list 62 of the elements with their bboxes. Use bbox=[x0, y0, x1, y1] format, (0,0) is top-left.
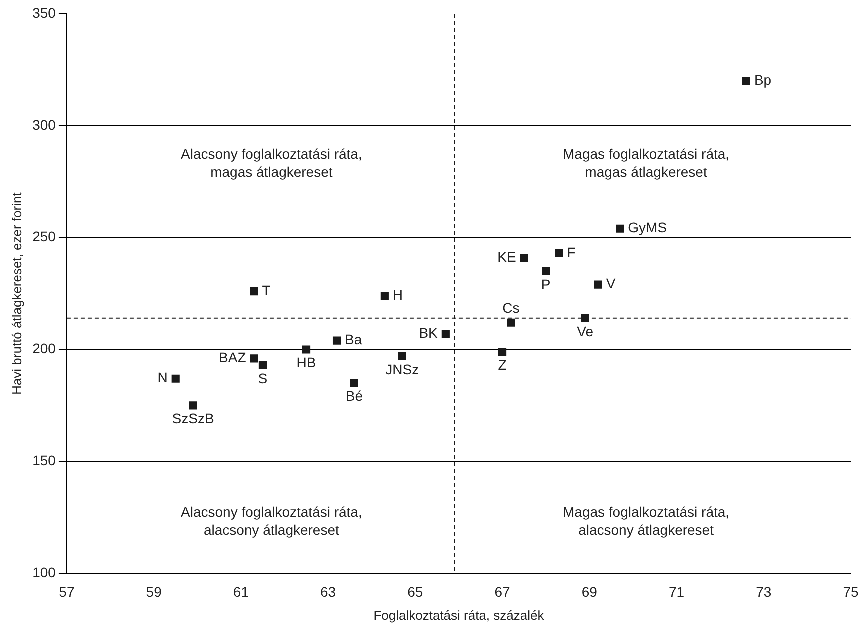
annotation: V bbox=[606, 276, 616, 292]
point bbox=[172, 374, 180, 383]
annotation: Cs bbox=[502, 300, 520, 316]
point bbox=[332, 336, 342, 345]
annotation: S bbox=[258, 370, 268, 386]
point bbox=[189, 402, 198, 410]
point bbox=[616, 224, 624, 233]
y-tick-label: 300 bbox=[32, 116, 56, 133]
point bbox=[742, 77, 750, 86]
x-tick-label: 57 bbox=[59, 584, 75, 600]
point bbox=[350, 379, 358, 388]
annotation: Z bbox=[498, 356, 508, 373]
y-tick-label: 350 bbox=[32, 4, 56, 21]
annotation: JNSz bbox=[386, 361, 420, 378]
point bbox=[258, 361, 268, 370]
y-tick-label: 200 bbox=[32, 340, 56, 357]
annotation: GyMS bbox=[628, 220, 668, 236]
x-tick-label: 63 bbox=[320, 584, 336, 600]
point bbox=[555, 249, 564, 258]
annotation: T bbox=[262, 282, 272, 298]
annotation: H bbox=[392, 286, 404, 303]
x-tick-label: 73 bbox=[756, 584, 772, 600]
y-axis-title: Havi bruttó átlagkereset, ezer forint bbox=[9, 192, 24, 395]
x-tick-label: 67 bbox=[494, 584, 511, 600]
point bbox=[250, 354, 258, 363]
x-tick-label: 75 bbox=[843, 584, 859, 600]
annotation: Bp bbox=[754, 72, 772, 88]
annotation: F bbox=[567, 244, 576, 260]
annotation: Alacsony foglalkoztatási ráta, alacsony átlagkereset bbox=[181, 504, 362, 538]
point bbox=[520, 254, 528, 262]
annotation: BK bbox=[419, 324, 439, 341]
annotation: HB bbox=[296, 354, 316, 371]
point bbox=[542, 267, 550, 276]
annotation: Bé bbox=[346, 388, 364, 404]
point bbox=[442, 330, 450, 338]
annotation: N bbox=[158, 370, 168, 386]
point bbox=[302, 346, 311, 354]
x-tick-label: 59 bbox=[146, 584, 162, 600]
annotation: Alacsony foglalkoztatási ráta, magas átlagkereset bbox=[181, 146, 362, 180]
x-tick-label: 69 bbox=[582, 584, 598, 600]
y-tick-label: 100 bbox=[32, 564, 56, 580]
point bbox=[581, 314, 590, 322]
point bbox=[507, 318, 516, 327]
y-tick-label: 250 bbox=[32, 228, 56, 245]
point bbox=[594, 280, 602, 289]
annotation: Ba bbox=[345, 332, 362, 348]
annotation: Magas foglalkoztatási ráta, magas átlagkereset bbox=[563, 146, 730, 180]
point bbox=[250, 288, 258, 296]
annotation: P bbox=[541, 276, 551, 292]
annotation: Magas foglalkoztatási ráta, alacsony átlagkereset bbox=[563, 504, 730, 538]
annotation: BAZ bbox=[219, 350, 247, 366]
x-tick-label: 61 bbox=[233, 584, 250, 600]
annotation: Ve bbox=[577, 323, 594, 340]
point bbox=[398, 352, 406, 361]
x-tick-label: 71 bbox=[668, 584, 685, 600]
point bbox=[498, 348, 507, 356]
point bbox=[380, 292, 389, 300]
annotation: SzSzB bbox=[172, 410, 214, 427]
y-tick-label: 150 bbox=[32, 452, 56, 469]
annotation: KE bbox=[498, 248, 516, 265]
x-tick-label: 65 bbox=[408, 584, 424, 600]
x-axis-title: Foglalkoztatási ráta, százalék bbox=[374, 608, 545, 623]
